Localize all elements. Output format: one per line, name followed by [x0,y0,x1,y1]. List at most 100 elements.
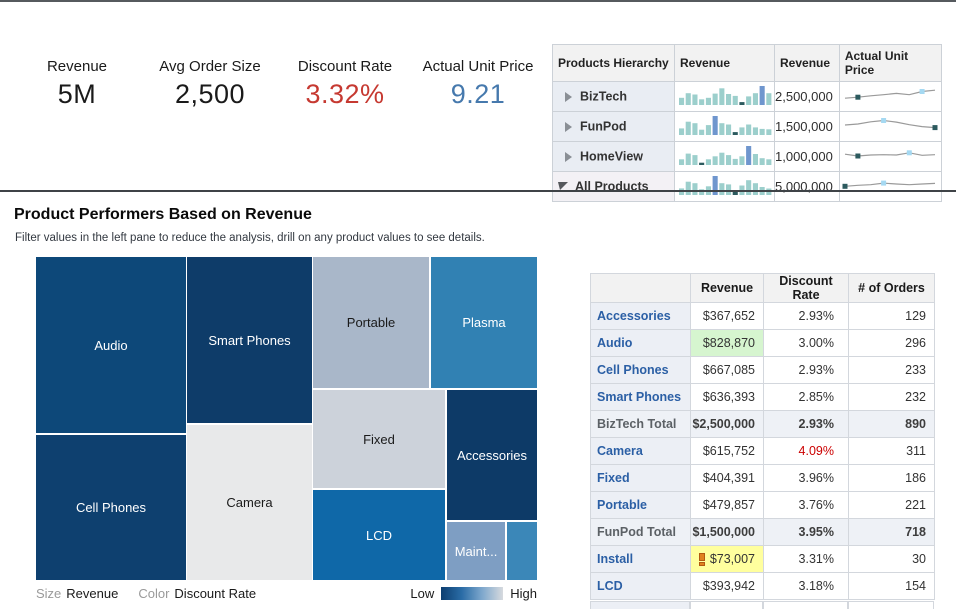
detail-row-funpod-total: FunPod Total $1,500,000 3.95% 718 [590,518,935,546]
detail-label-funpod-total: FunPod Total [590,518,691,546]
unit-price-line-sparkline-homeview [838,141,942,172]
products-hierarchy-table: Products Hierarchy Revenue Revenue Actual U… [552,44,942,202]
treemap-tile-accessories[interactable]: Accessories [447,390,537,520]
detail-col-header-empty [590,273,691,303]
detail-orders-cell-phones: 233 [848,356,935,384]
legend-color-label: Color [138,586,170,601]
line-sparkline-svg [845,150,936,159]
detail-label-camera[interactable]: Camera [590,437,691,465]
detail-discount-camera: 4.09% [763,437,849,465]
detail-orders-fixed: 186 [848,464,935,492]
expand-arrow-icon[interactable] [565,151,572,162]
treemap-tile-portable[interactable]: Portable [313,257,429,388]
hierarchy-row-funpod: FunPod 1,500,000 [552,111,942,142]
legend-high-label: High [510,586,537,601]
detail-revenue-biztech-total: $2,500,000 [690,410,764,438]
detail-revenue-camera: $615,752 [690,437,764,465]
detail-discount-cell-phones: 2.93% [763,356,849,384]
hierarchy-col-header-actual-unit-price-3: Actual Unit Price [838,44,942,82]
detail-col-header-of-orders: # of Orders [848,273,935,303]
detail-orders-audio: 296 [848,329,935,357]
treemap-tile-plasma[interactable]: Plasma [431,257,537,388]
treemap-tile-lcd[interactable]: LCD [313,490,445,580]
detail-row-fixed: Fixed $404,391 3.96% 186 [590,464,935,492]
treemap-tile-camera[interactable]: Camera [187,425,312,580]
legend-gradient-bar [441,587,504,600]
hierarchy-label-cell-funpod: FunPod [552,111,675,142]
detail-row-install: Install $73,007 3.31% 30 [590,545,935,573]
treemap-tile-cell-phones[interactable]: Cell Phones [36,435,186,580]
treemap-tile-label: LCD [365,527,392,543]
section-subtitle: Filter values in the left pane to reduce… [15,232,485,244]
detail-row-camera: Camera $615,752 4.09% 311 [590,437,935,465]
detail-col-header-revenue: Revenue [690,273,764,303]
revenue-bar-sparkline-biztech [674,81,775,112]
kpi-actual-unit-price: Actual Unit Price 9.21 [408,58,548,110]
kpi-revenue: Revenue 5M [18,58,136,110]
kpi-revenue-label: Revenue [46,58,108,75]
line-sparkline-svg [842,180,936,189]
detail-discount-portable: 3.76% [763,491,849,519]
detail-revenue-accessories: $367,652 [690,302,764,330]
detail-revenue-funpod-total: $1,500,000 [690,518,764,546]
detail-row-audio: Audio $828,870 3.00% 296 [590,329,935,357]
hierarchy-label-cell-homeview: HomeView [552,141,675,172]
detail-discount-install: 3.31% [763,545,849,573]
treemap-tile-fixed[interactable]: Fixed [313,390,445,488]
detail-orders-biztech-total: 890 [848,410,935,438]
detail-row-cell-phones: Cell Phones $667,085 2.93% 233 [590,356,935,384]
hierarchy-row-biztech: BizTech 2,500,000 [552,81,942,112]
expand-arrow-icon[interactable] [565,91,572,102]
detail-revenue-audio: $828,870 [690,329,764,357]
detail-label-install[interactable]: Install [590,545,691,573]
kpi-actual-unit-price-label: Actual Unit Price [422,58,534,75]
treemap-tile-maintenance[interactable]: Maint... [447,522,505,580]
treemap-tile-audio[interactable]: Audio [36,257,186,433]
hierarchy-col-header-revenue-1: Revenue [674,44,775,82]
detail-label-audio[interactable]: Audio [590,329,691,357]
detail-label-lcd[interactable]: LCD [590,572,691,600]
legend-size-label: Size [36,586,62,601]
section-title: Product Performers Based on Revenue [14,206,312,223]
unit-price-line-sparkline-all-products [838,171,942,202]
detail-label-cell-phones[interactable]: Cell Phones [590,356,691,384]
detail-table-clipped-row [590,601,934,609]
detail-revenue-install: $73,007 [690,545,764,573]
treemap-tile-smart-phones[interactable]: Smart Phones [187,257,312,423]
kpi-avg-order-size: Avg Order Size 2,500 [136,58,284,110]
detail-label-portable[interactable]: Portable [590,491,691,519]
kpi-actual-unit-price-value: 9.21 [450,79,506,109]
collapse-arrow-icon[interactable] [558,180,568,194]
detail-label-fixed[interactable]: Fixed [590,464,691,492]
treemap-tile-label: Accessories [456,447,528,463]
detail-orders-lcd: 154 [848,572,935,600]
hierarchy-col-header-revenue-2: Revenue [774,44,840,82]
detail-orders-camera: 311 [848,437,935,465]
detail-col-header-discount-rate: Discount Rate [763,273,849,303]
detail-orders-funpod-total: 718 [848,518,935,546]
detail-revenue-smart-phones: $636,393 [690,383,764,411]
legend-low-label: Low [410,586,435,601]
legend-color-value: Discount Rate [174,586,257,601]
hierarchy-revenue-value-biztech: 2,500,000 [774,81,840,112]
detail-orders-accessories: 129 [848,302,935,330]
treemap-tile-label: Plasma [462,315,506,330]
treemap-tile-small-tile[interactable] [507,522,537,580]
treemap-tile-label: Smart Phones [208,332,291,348]
hierarchy-member-label: FunPod [580,119,627,134]
expand-arrow-icon[interactable] [565,121,572,132]
detail-label-accessories[interactable]: Accessories [590,302,691,330]
hierarchy-member-label: BizTech [580,89,627,104]
hierarchy-label-cell-biztech: BizTech [552,81,675,112]
treemap-chart: Audio Cell Phones Smart Phones Camera Portab… [36,257,537,580]
product-detail-table: Revenue Discount Rate # of Orders Accessori… [590,273,935,600]
detail-orders-portable: 221 [848,491,935,519]
detail-label-smart-phones[interactable]: Smart Phones [590,383,691,411]
hierarchy-revenue-value-all-products: 5,000,000 [774,171,840,202]
unit-price-line-sparkline-funpod [838,111,942,142]
detail-row-accessories: Accessories $367,652 2.93% 129 [590,302,935,330]
treemap-tile-label: Audio [94,337,128,353]
detail-orders-install: 30 [848,545,935,573]
page-top-border [0,0,956,2]
kpi-revenue-value: 5M [57,79,97,109]
